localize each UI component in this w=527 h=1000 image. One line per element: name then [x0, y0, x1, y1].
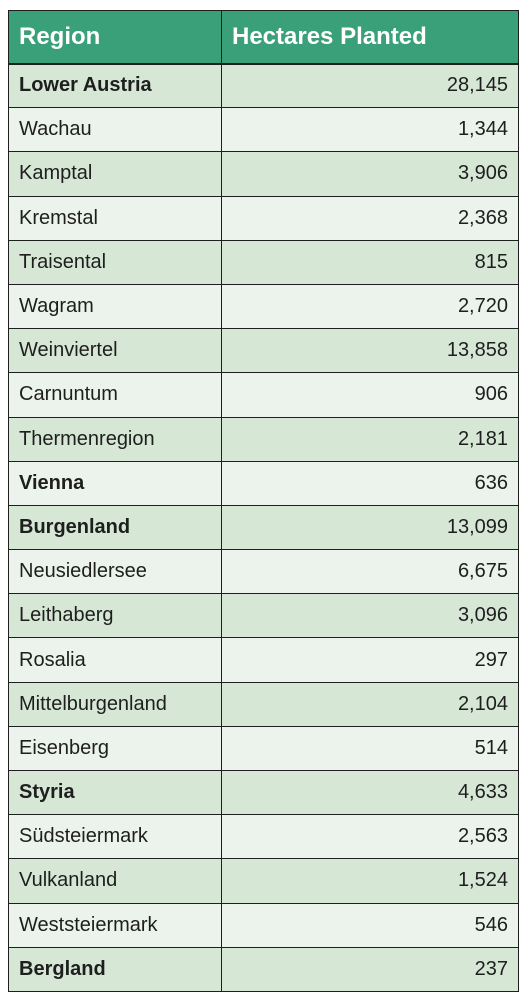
hectares-cell: 13,858: [221, 328, 519, 374]
region-cell: Weinviertel: [8, 328, 222, 374]
hectares-cell: 4,633: [221, 769, 519, 816]
hectares-table: Region Hectares Planted Lower Austria 28,…: [8, 10, 519, 992]
hectares-cell: 1,344: [221, 107, 519, 153]
header-hectares-planted: Hectares Planted: [221, 10, 519, 65]
header-row: Region Hectares Planted: [8, 10, 519, 65]
table-row: Burgenland 13,099: [8, 504, 519, 551]
region-cell: Wagram: [8, 283, 222, 330]
hectares-cell: 3,096: [221, 593, 519, 639]
hectares-table-container: Region Hectares Planted Lower Austria 28,…: [8, 10, 519, 992]
hectares-cell: 237: [221, 946, 519, 992]
table-row: Lower Austria 28,145: [8, 62, 519, 109]
hectares-cell: 2,104: [221, 681, 519, 727]
hectares-cell: 2,368: [221, 195, 519, 241]
hectares-cell: 3,906: [221, 151, 519, 197]
hectares-cell: 6,675: [221, 549, 519, 595]
region-cell: Thermenregion: [8, 416, 222, 462]
table-row: Rosalia 297: [8, 637, 519, 683]
region-cell: Weststeiermark: [8, 902, 222, 948]
region-cell: Südsteiermark: [8, 814, 222, 860]
table-row: Vienna 636: [8, 460, 519, 506]
table-body: Lower Austria 28,145 Wachau 1,344 Kamptal 3,9…: [8, 62, 519, 992]
region-cell: Traisental: [8, 239, 222, 285]
region-cell: Rosalia: [8, 637, 222, 683]
table-row: Wagram 2,720: [8, 283, 519, 330]
region-cell: Vulkanland: [8, 858, 222, 904]
hectares-cell: 514: [221, 725, 519, 772]
region-cell: Mittelburgenland: [8, 681, 222, 727]
region-cell: Lower Austria: [8, 62, 222, 109]
region-cell: Kamptal: [8, 151, 222, 197]
region-cell: Vienna: [8, 460, 222, 506]
region-cell: Kremstal: [8, 195, 222, 241]
table-row: Kamptal 3,906: [8, 151, 519, 197]
hectares-cell: 297: [221, 637, 519, 683]
table-row: Südsteiermark 2,563: [8, 814, 519, 860]
table-row: Leithaberg 3,096: [8, 593, 519, 639]
table-row: Carnuntum 906: [8, 372, 519, 418]
table-row: Styria 4,633: [8, 769, 519, 816]
hectares-cell: 1,524: [221, 858, 519, 904]
region-cell: Bergland: [8, 946, 222, 992]
hectares-cell: 2,563: [221, 814, 519, 860]
hectares-cell: 28,145: [221, 62, 519, 109]
region-cell: Leithaberg: [8, 593, 222, 639]
table-row: Kremstal 2,368: [8, 195, 519, 241]
hectares-cell: 13,099: [221, 504, 519, 551]
table-row: Bergland 237: [8, 946, 519, 992]
table-row: Traisental 815: [8, 239, 519, 285]
table-row: Thermenregion 2,181: [8, 416, 519, 462]
hectares-cell: 815: [221, 239, 519, 285]
hectares-cell: 546: [221, 902, 519, 948]
region-cell: Styria: [8, 769, 222, 816]
table-row: Eisenberg 514: [8, 725, 519, 772]
table-row: Vulkanland 1,524: [8, 858, 519, 904]
region-cell: Carnuntum: [8, 372, 222, 418]
hectares-cell: 906: [221, 372, 519, 418]
region-cell: Burgenland: [8, 504, 222, 551]
hectares-cell: 636: [221, 460, 519, 506]
region-cell: Wachau: [8, 107, 222, 153]
table-row: Weinviertel 13,858: [8, 328, 519, 374]
table-row: Wachau 1,344: [8, 107, 519, 153]
table-row: Mittelburgenland 2,104: [8, 681, 519, 727]
hectares-cell: 2,720: [221, 283, 519, 330]
region-cell: Neusiedlersee: [8, 549, 222, 595]
hectares-cell: 2,181: [221, 416, 519, 462]
header-region: Region: [8, 10, 222, 65]
table-row: Neusiedlersee 6,675: [8, 549, 519, 595]
region-cell: Eisenberg: [8, 725, 222, 772]
table-header: Region Hectares Planted: [8, 10, 519, 65]
table-row: Weststeiermark 546: [8, 902, 519, 948]
